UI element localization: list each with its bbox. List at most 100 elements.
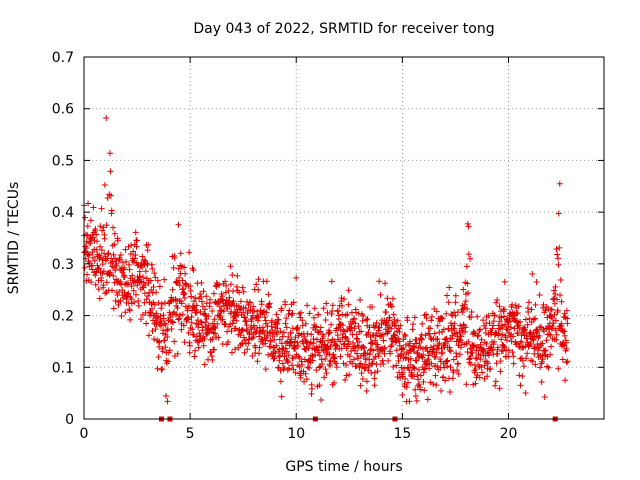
- data-point: [117, 297, 124, 304]
- data-point: [239, 284, 246, 291]
- data-point: [103, 279, 110, 286]
- data-point: [144, 247, 151, 254]
- data-point: [510, 333, 517, 340]
- data-point: [555, 365, 562, 372]
- data-point: [540, 301, 547, 308]
- data-point: [233, 317, 240, 324]
- y-tick-label: 0.4: [52, 205, 74, 221]
- y-tick-label: 0.3: [52, 257, 74, 273]
- data-point: [453, 329, 460, 336]
- data-point: [132, 251, 139, 258]
- data-point: [155, 353, 162, 360]
- data-point: [402, 375, 409, 382]
- data-point: [462, 324, 469, 331]
- data-point: [289, 310, 296, 317]
- data-point: [193, 309, 200, 316]
- data-point: [176, 282, 183, 289]
- data-point: [434, 363, 441, 370]
- data-point: [418, 336, 425, 343]
- data-point: [218, 307, 225, 314]
- data-point: [445, 299, 452, 306]
- data-point: [447, 363, 454, 370]
- data-point: [495, 325, 502, 332]
- data-point: [358, 370, 365, 377]
- data-point: [530, 337, 537, 344]
- y-axis-label: SRMTID / TECUs: [6, 182, 22, 295]
- data-point: [386, 314, 393, 321]
- data-point: [193, 302, 200, 309]
- data-point: [480, 348, 487, 355]
- data-point: [244, 346, 251, 353]
- data-point: [222, 289, 229, 296]
- data-point: [434, 322, 441, 329]
- data-point: [502, 321, 509, 328]
- data-point: [186, 339, 193, 346]
- data-point: [271, 355, 278, 362]
- data-point: [477, 341, 484, 348]
- data-point: [512, 302, 519, 309]
- data-point: [554, 251, 561, 258]
- data-point: [189, 326, 196, 333]
- data-point: [536, 323, 543, 330]
- data-point: [110, 272, 117, 279]
- data-point: [156, 338, 163, 345]
- data-point: [273, 311, 280, 318]
- data-point: [158, 305, 165, 312]
- data-point: [99, 256, 106, 263]
- data-point: [219, 293, 226, 300]
- data-point: [109, 287, 116, 294]
- data-point: [459, 309, 466, 316]
- data-point: [397, 374, 404, 381]
- data-point: [554, 307, 561, 314]
- data-point: [306, 365, 313, 372]
- data-point: [327, 357, 334, 364]
- data-point: [220, 307, 227, 314]
- data-point: [383, 309, 390, 316]
- data-point: [313, 367, 320, 374]
- data-point: [339, 322, 346, 329]
- data-point: [171, 338, 178, 345]
- data-point: [180, 291, 187, 298]
- data-point: [412, 386, 419, 393]
- data-point: [198, 319, 205, 326]
- data-point: [131, 299, 138, 306]
- data-point: [394, 317, 401, 324]
- data-point: [359, 317, 366, 324]
- data-point: [285, 311, 292, 318]
- data-point: [432, 354, 439, 361]
- data-point: [308, 331, 315, 338]
- data-point: [104, 251, 111, 258]
- data-point: [394, 374, 401, 381]
- data-point: [472, 354, 479, 361]
- data-point: [402, 333, 409, 339]
- data-point: [232, 325, 239, 332]
- data-point: [458, 333, 465, 340]
- data-point: [97, 243, 104, 250]
- data-point: [543, 337, 550, 344]
- data-point: [399, 392, 406, 399]
- data-point: [132, 291, 139, 298]
- data-point: [219, 316, 226, 323]
- data-point: [372, 337, 379, 344]
- data-point: [248, 316, 255, 323]
- data-point: [492, 382, 499, 389]
- data-point: [465, 251, 472, 258]
- data-point: [410, 348, 417, 355]
- data-point: [360, 343, 367, 350]
- data-point: [282, 320, 289, 327]
- data-point: [553, 331, 560, 338]
- data-point: [139, 253, 146, 260]
- data-point: [526, 330, 533, 337]
- data-point: [148, 261, 155, 268]
- data-point: [178, 326, 185, 333]
- data-point: [277, 328, 284, 335]
- data-point: [295, 343, 302, 350]
- data-point: [380, 331, 387, 338]
- data-point: [444, 338, 451, 345]
- data-point: [390, 311, 397, 318]
- data-point: [522, 390, 529, 397]
- data-point: [491, 338, 498, 345]
- x-axis-label: GPS time / hours: [285, 459, 402, 475]
- data-point: [333, 364, 340, 371]
- data-point: [481, 375, 488, 382]
